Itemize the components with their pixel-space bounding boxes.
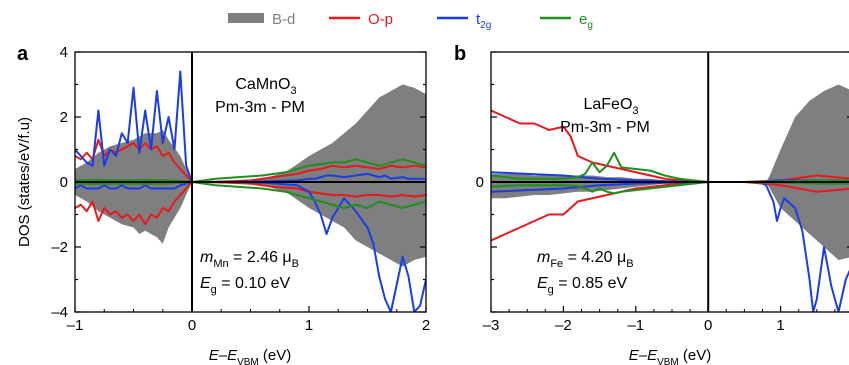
panel-b-series-t2g-lower xyxy=(491,181,849,312)
legend: B-d O-p t2g eg xyxy=(228,11,593,31)
legend-label-bd: B-d xyxy=(272,11,295,28)
panel-a-ticks: –1 0 1 2 –4 –2 0 2 4 xyxy=(51,44,430,334)
panel-b-magnetic-moment: mFe = 4.20 μB xyxy=(537,249,634,270)
legend-item-eg: eg xyxy=(540,11,593,31)
panel-b-x-tick-label: 0 xyxy=(704,317,712,334)
panel-a-compound-name: CaMnO3 xyxy=(235,76,296,97)
panel-a-series-o-p-lower xyxy=(75,181,426,226)
panel-a-series-b-d-area xyxy=(75,84,426,267)
panel-a-y-tick-label: –2 xyxy=(51,239,68,256)
panel-a-x-tick-label: 2 xyxy=(422,317,430,334)
panel-a-structure-label: Pm-3m - PM xyxy=(215,99,305,116)
panel-a-magnetic-moment: mMn = 2.46 μB xyxy=(200,249,299,270)
panel-a-series-eg-lower xyxy=(75,181,426,209)
panel-b-x-tick-label: –1 xyxy=(627,317,644,334)
panel-b-band-gap: Eg = 0.85 eV xyxy=(537,275,628,296)
panel-a-x-axis-label: E–EVBM (eV) xyxy=(209,347,292,365)
panel-a-x-tick-label: –1 xyxy=(67,317,84,334)
panel-a-band-gap: Eg = 0.10 eV xyxy=(200,275,291,296)
panel-label-a: a xyxy=(17,43,29,65)
panel-b-x-tick-label: –2 xyxy=(555,317,572,334)
panel-b-ticks: –3–2–10120 xyxy=(476,51,849,334)
panel-b-x-tick-label: –3 xyxy=(483,317,500,334)
panel-b-y-tick-label: 0 xyxy=(476,174,484,191)
legend-item-bd: B-d xyxy=(228,11,295,28)
panel-a-y-tick-label: 4 xyxy=(60,44,68,61)
legend-item-t2g: t2g xyxy=(437,11,491,31)
legend-label-t2g: t2g xyxy=(476,11,491,31)
legend-item-op: O-p xyxy=(329,11,393,28)
legend-label-op: O-p xyxy=(368,11,393,28)
legend-label-eg: eg xyxy=(579,11,593,31)
panel-a-series-eg-upper xyxy=(75,158,426,183)
legend-swatch-bd xyxy=(228,13,264,23)
panel-b-x-tick-label: 1 xyxy=(776,317,784,334)
panel-a-x-tick-label: 1 xyxy=(305,317,313,334)
panel-a-series xyxy=(75,52,426,312)
panel-b-compound-name: LaFeO3 xyxy=(583,96,638,117)
panel-b-structure-label: Pm-3m - PM xyxy=(560,119,650,136)
panel-a-x-tick-label: 0 xyxy=(188,317,196,334)
panel-b-dos-plot: –3–2–10120 LaFeO3 Pm-3m - PM mFe = 4.20 … xyxy=(476,51,849,365)
panel-a-dos-plot: –1 0 1 2 –4 –2 0 2 4 CaMnO3 Pm-3m - PM mMn = 2.4… xyxy=(51,44,430,365)
panel-a-y-tick-label: –4 xyxy=(51,304,68,321)
panel-b-x-axis-label: E–EVBM (eV) xyxy=(629,347,712,365)
panel-a-y-tick-label: 2 xyxy=(60,109,68,126)
panel-label-b: b xyxy=(454,43,466,65)
panel-a-y-tick-label: 0 xyxy=(60,174,68,191)
panel-b-series xyxy=(491,52,849,312)
y-axis-label-a: DOS (states/eV/f.u) xyxy=(16,117,33,247)
panel-b-series-b-d-area xyxy=(491,84,849,260)
